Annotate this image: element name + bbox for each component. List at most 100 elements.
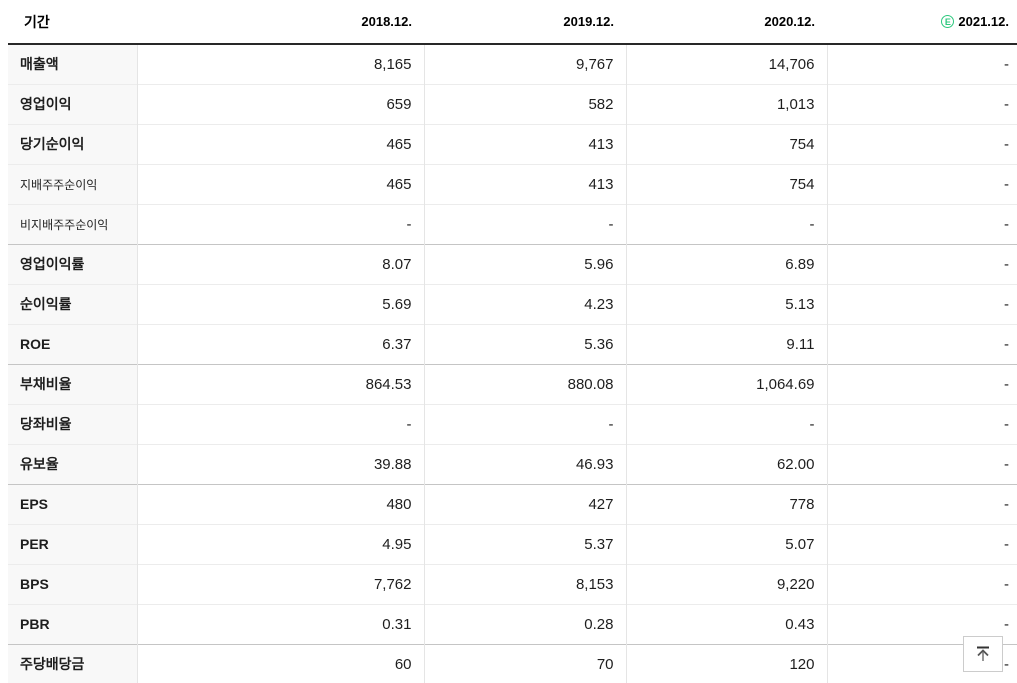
cell-value: - [423,403,626,444]
cell-value: 5.96 [423,243,626,284]
row-label: BPS [0,563,137,604]
cell-value: 9.11 [625,323,827,364]
cell-value: 465 [136,163,424,204]
cell-value: 4.23 [423,283,626,324]
cell-value: - [136,203,424,244]
row-label: PBR [0,603,137,644]
cell-value: 659 [136,83,424,124]
cell-value: 778 [625,483,827,524]
cell-value: 70 [423,643,626,683]
table-row: 부채비율 864.53 880.08 1,064.69- [0,363,1017,404]
cell-value: 413 [423,163,626,204]
cell-value: - [826,163,1017,204]
cell-value: 0.28 [423,603,626,644]
period-header: 기간 [4,0,137,45]
year-header-2020: 2020.12. [626,0,827,45]
table-row: PBR 0.31 0.28 0.43- [0,603,1017,644]
row-label: PER [0,523,137,564]
cell-value: 4.95 [136,523,424,564]
year-header-2018: 2018.12. [137,0,424,45]
table-row: 유보율 39.88 46.93 62.00- [0,443,1017,484]
row-label: ROE [0,323,137,364]
year-header-label: 2021.12. [958,14,1009,29]
row-label: 유보율 [0,443,137,484]
row-label: 매출액 [0,44,137,84]
cell-value: - [136,403,424,444]
row-label: EPS [0,483,137,524]
cell-value: - [826,83,1017,124]
table-body: 매출액 8,165 9,767 14,706- 영업이익 659 582 1,013- 당기순이… [0,44,1017,683]
table-row: 지배주주순이익 465 413 754- [0,163,1017,204]
cell-value: - [826,283,1017,324]
cell-value: - [826,523,1017,564]
cell-value: 6.37 [136,323,424,364]
cell-value: 6.89 [625,243,827,284]
cell-value: 5.13 [625,283,827,324]
cell-value: - [826,243,1017,284]
estimate-icon: E [941,15,955,28]
cell-value: 582 [423,83,626,124]
table-row: 순이익률 5.69 4.23 5.13- [0,283,1017,324]
cell-value: 864.53 [136,363,424,404]
row-label: 순이익률 [0,283,137,324]
row-label: 지배주주순이익 [0,163,137,204]
row-label: 비지배주주순이익 [0,203,137,244]
cell-value: 754 [625,123,827,164]
cell-value: 1,013 [625,83,827,124]
row-label: 주당배당금 [0,643,137,683]
cell-value: 62.00 [625,443,827,484]
cell-value: 754 [625,163,827,204]
cell-value: - [826,203,1017,244]
header-row: 기간 2018.12. 2019.12. 2020.12. E 2021.12. [4,0,1017,45]
table-row: EPS 480 427 778- [0,483,1017,524]
cell-value: 46.93 [423,443,626,484]
cell-value: - [826,323,1017,364]
table-row: 비지배주주순이익 - - - - [0,203,1017,244]
cell-value: 39.88 [136,443,424,484]
scroll-to-top-button[interactable] [963,636,1003,672]
table-header: 기간 2018.12. 2019.12. 2020.12. E 2021.12. [4,0,1017,45]
year-header-2021-estimate: E 2021.12. [827,0,1017,45]
table-row: 영업이익 659 582 1,013- [0,83,1017,124]
cell-value: 413 [423,123,626,164]
cell-value: - [826,483,1017,524]
cell-value: 60 [136,643,424,683]
cell-value: 9,767 [423,44,626,84]
cell-value: 1,064.69 [625,363,827,404]
cell-value: 8.07 [136,243,424,284]
cell-value: 9,220 [625,563,827,604]
cell-value: - [826,123,1017,164]
cell-value: 465 [136,123,424,164]
cell-value: - [826,443,1017,484]
cell-value: 427 [423,483,626,524]
table-row: 매출액 8,165 9,767 14,706- [0,44,1017,84]
row-label: 당기순이익 [0,123,137,164]
cell-value: 0.31 [136,603,424,644]
cell-value: - [826,563,1017,604]
table-row: 당기순이익 465 413 754- [0,123,1017,164]
table-row: PER 4.95 5.37 5.07- [0,523,1017,564]
cell-value: 8,165 [136,44,424,84]
cell-value: 5.69 [136,283,424,324]
cell-value: 7,762 [136,563,424,604]
cell-value: 14,706 [625,44,827,84]
table-row: 주당배당금 60 70 120- [0,643,1017,683]
row-label: 당좌비율 [0,403,137,444]
cell-value: - [826,44,1017,84]
cell-value: - [625,203,827,244]
row-label: 영업이익률 [0,243,137,284]
cell-value: - [826,403,1017,444]
cell-value: 120 [625,643,827,683]
table-row: 당좌비율 - - - - [0,403,1017,444]
cell-value: 0.43 [625,603,827,644]
cell-value: - [625,403,827,444]
table-row: BPS 7,762 8,153 9,220- [0,563,1017,604]
table-row: ROE 6.37 5.36 9.11- [0,323,1017,364]
cell-value: 8,153 [423,563,626,604]
arrow-up-to-bar-icon [973,644,993,664]
cell-value: - [423,203,626,244]
row-label: 영업이익 [0,83,137,124]
cell-value: 880.08 [423,363,626,404]
cell-value: 5.37 [423,523,626,564]
